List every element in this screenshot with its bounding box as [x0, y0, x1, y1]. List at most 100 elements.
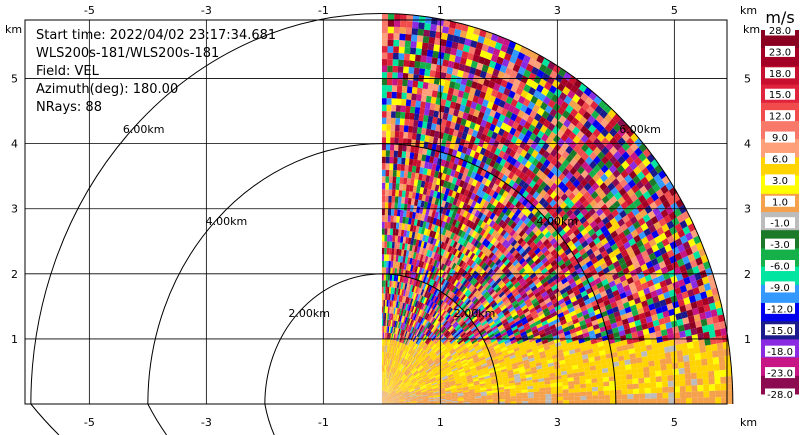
- velocity-gate: [666, 263, 674, 272]
- velocity-gate: [641, 300, 649, 308]
- velocity-gate: [454, 256, 460, 265]
- velocity-gate: [645, 172, 654, 182]
- velocity-gate: [508, 380, 516, 384]
- velocity-gate: [508, 236, 515, 245]
- velocity-gate: [413, 218, 418, 226]
- velocity-gate: [458, 36, 466, 45]
- velocity-gate: [482, 192, 489, 201]
- velocity-gate: [441, 186, 447, 195]
- velocity-gate: [416, 287, 421, 295]
- velocity-gate: [660, 184, 669, 195]
- velocity-gate: [573, 170, 581, 180]
- velocity-gate: [528, 155, 536, 164]
- velocity-gate: [423, 29, 431, 37]
- velocity-gate: [692, 340, 700, 348]
- velocity-gate: [426, 368, 432, 374]
- velocity-gate: [405, 380, 411, 385]
- velocity-gate: [399, 40, 406, 47]
- velocity-gate: [654, 365, 662, 372]
- velocity-gate: [397, 150, 403, 158]
- velocity-gate: [387, 401, 394, 403]
- velocity-gate: [427, 43, 435, 51]
- velocity-gate: [492, 199, 499, 207]
- velocity-gate: [391, 274, 395, 282]
- velocity-gate: [382, 325, 385, 333]
- velocity-gate: [454, 272, 460, 280]
- velocity-gate: [531, 149, 539, 159]
- velocity-gate: [419, 61, 426, 70]
- velocity-gate: [514, 376, 521, 381]
- velocity-gate: [411, 367, 417, 373]
- velocity-gate: [435, 124, 442, 132]
- velocity-gate: [381, 397, 383, 404]
- velocity-gate: [383, 391, 386, 398]
- velocity-gate: [429, 342, 435, 348]
- velocity-gate: [553, 194, 561, 203]
- velocity-gate: [451, 176, 458, 185]
- velocity-gate: [426, 358, 432, 364]
- velocity-gate: [421, 127, 427, 135]
- velocity-gate: [403, 378, 409, 384]
- velocity-gate: [381, 215, 385, 222]
- velocity-gate: [564, 188, 573, 197]
- velocity-gate: [453, 287, 459, 295]
- velocity-gate: [575, 191, 584, 200]
- velocity-gate: [420, 268, 425, 276]
- velocity-gate: [500, 305, 507, 312]
- velocity-gate: [466, 374, 473, 379]
- velocity-gate: [501, 265, 509, 273]
- velocity-gate: [481, 271, 488, 279]
- velocity-gate: [447, 357, 454, 363]
- velocity-gate: [504, 312, 512, 319]
- velocity-gate: [433, 259, 438, 267]
- velocity-gate: [404, 379, 410, 385]
- velocity-gate: [588, 311, 596, 318]
- velocity-gate: [390, 391, 396, 396]
- velocity-gate: [398, 229, 402, 237]
- velocity-gate: [448, 291, 454, 299]
- velocity-gate: [593, 95, 603, 106]
- velocity-gate: [509, 55, 518, 64]
- velocity-gate: [593, 261, 601, 269]
- velocity-gate: [609, 155, 618, 165]
- velocity-gate: [462, 390, 469, 393]
- velocity-gate: [419, 220, 424, 228]
- velocity-gate: [665, 357, 673, 365]
- velocity-gate: [504, 359, 511, 364]
- velocity-gate: [383, 306, 385, 313]
- velocity-gate: [387, 208, 392, 216]
- velocity-gate: [449, 383, 456, 387]
- velocity-gate: [392, 340, 395, 347]
- velocity-gate: [382, 384, 384, 392]
- velocity-gate: [476, 293, 483, 301]
- velocity-gate: [406, 371, 412, 377]
- velocity-gate: [661, 252, 670, 261]
- velocity-gate: [666, 363, 673, 370]
- velocity-gate: [595, 207, 604, 217]
- velocity-gate: [408, 211, 414, 219]
- velocity-gate: [457, 391, 464, 394]
- velocity-gate: [381, 143, 387, 151]
- velocity-gate: [398, 196, 402, 204]
- velocity-gate: [414, 199, 419, 207]
- velocity-gate: [449, 196, 455, 205]
- velocity-gate: [590, 256, 599, 265]
- velocity-gate: [405, 250, 410, 258]
- velocity-gate: [453, 264, 459, 272]
- velocity-gate: [444, 126, 450, 135]
- velocity-gate: [452, 370, 459, 375]
- velocity-gate: [655, 212, 664, 222]
- velocity-gate: [419, 310, 424, 317]
- velocity-gate: [510, 359, 518, 365]
- velocity-gate: [388, 372, 392, 380]
- velocity-gate: [416, 206, 421, 214]
- velocity-gate: [544, 348, 552, 355]
- velocity-gate: [598, 345, 605, 352]
- velocity-gate: [642, 148, 652, 158]
- velocity-gate: [443, 381, 450, 386]
- velocity-gate: [504, 168, 511, 177]
- velocity-gate: [598, 190, 607, 200]
- velocity-gate: [423, 75, 430, 83]
- velocity-gate: [613, 247, 621, 256]
- velocity-gate: [592, 173, 601, 183]
